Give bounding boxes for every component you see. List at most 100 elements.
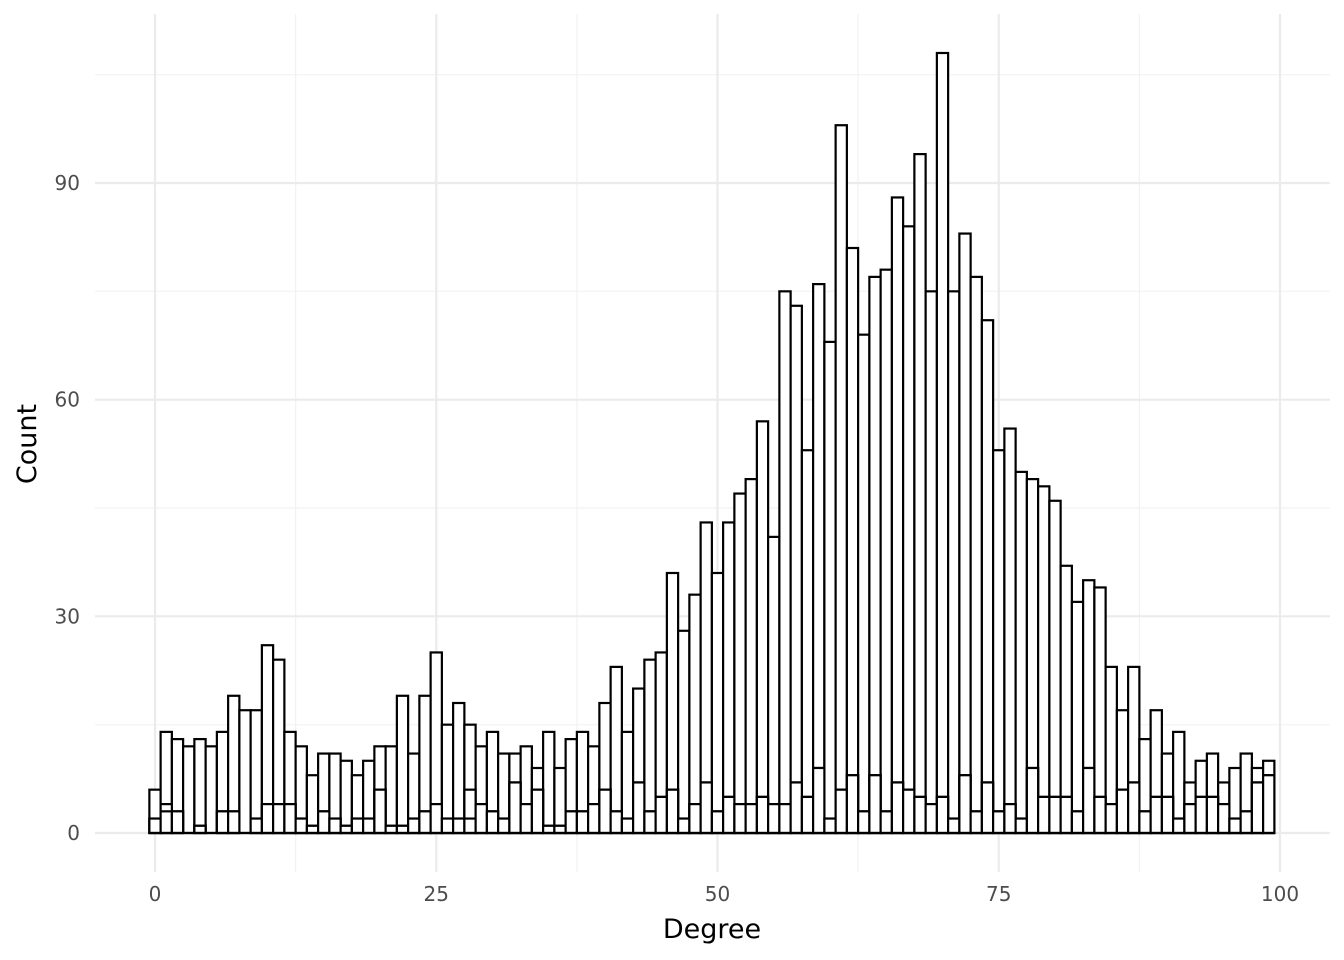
histogram-bar-inner bbox=[812, 766, 826, 835]
histogram-bar-inner bbox=[699, 781, 713, 835]
histogram-bar bbox=[238, 709, 252, 835]
histogram-bar bbox=[834, 124, 848, 835]
histogram-bar-inner bbox=[789, 781, 803, 835]
histogram-bar bbox=[902, 225, 916, 835]
histogram-bar bbox=[947, 290, 961, 835]
y-tick-label: 60 bbox=[55, 388, 80, 412]
histogram-bar-inner bbox=[924, 803, 938, 835]
histogram-bar-inner bbox=[1172, 817, 1186, 835]
histogram-bar bbox=[1014, 470, 1028, 835]
histogram-bar-inner bbox=[170, 810, 185, 835]
histogram-bar bbox=[1059, 564, 1073, 835]
histogram-bar-inner bbox=[800, 795, 815, 835]
histogram-bar-inner bbox=[463, 817, 477, 835]
histogram-bar-inner bbox=[260, 803, 275, 835]
histogram-bar bbox=[193, 738, 207, 835]
histogram-bar bbox=[744, 478, 758, 835]
histogram-bar-inner bbox=[710, 810, 725, 835]
histogram-bar-inner bbox=[1138, 810, 1152, 835]
histogram-bar-inner bbox=[733, 803, 747, 835]
y-tick-label: 90 bbox=[55, 171, 80, 195]
y-tick-label: 30 bbox=[55, 604, 80, 628]
histogram-bar-inner bbox=[317, 810, 331, 835]
histogram-bar-inner bbox=[598, 788, 612, 835]
histogram-bar-inner bbox=[497, 817, 511, 835]
x-axis-title: Degree bbox=[663, 914, 761, 945]
histogram-bar bbox=[789, 304, 803, 835]
histogram-bar bbox=[1048, 499, 1062, 835]
histogram-bar-inner bbox=[508, 781, 522, 835]
histogram-bar bbox=[1070, 600, 1085, 835]
histogram-bar-inner bbox=[823, 817, 837, 835]
histogram-bar bbox=[542, 730, 556, 835]
histogram-bar-inner bbox=[328, 817, 342, 835]
histogram-bar-inner bbox=[519, 803, 533, 835]
histogram-bar bbox=[553, 766, 567, 835]
histogram-bar-inner bbox=[159, 810, 173, 835]
histogram-bar bbox=[1003, 427, 1017, 835]
histogram-bar-inner bbox=[283, 803, 297, 835]
histogram-bar-inner bbox=[249, 817, 263, 835]
histogram-bar bbox=[800, 449, 815, 835]
histogram-bar bbox=[778, 290, 792, 835]
histogram-bar-inner bbox=[902, 788, 916, 835]
histogram-bar bbox=[440, 723, 455, 835]
histogram-bars bbox=[148, 51, 1276, 835]
histogram-bar bbox=[879, 268, 893, 835]
histogram-bar bbox=[452, 701, 466, 835]
histogram-bar-inner bbox=[1194, 795, 1208, 835]
histogram-bar-inner bbox=[609, 810, 623, 835]
histogram-bar-inner bbox=[778, 803, 792, 835]
histogram-bar-inner bbox=[1025, 766, 1040, 835]
histogram-bar-inner bbox=[620, 817, 635, 835]
histogram-bar-inner bbox=[688, 803, 702, 835]
histogram-bar bbox=[868, 275, 882, 835]
y-axis-title: Count bbox=[12, 404, 43, 484]
histogram-bar-inner bbox=[1014, 817, 1028, 835]
histogram-bar bbox=[384, 745, 398, 835]
histogram-bar-inner bbox=[1048, 795, 1062, 835]
histogram-bar-inner bbox=[1205, 795, 1220, 835]
histogram-bar bbox=[992, 449, 1006, 835]
x-tick-label: 75 bbox=[986, 882, 1011, 906]
histogram-bar-inner bbox=[575, 810, 590, 835]
histogram-bar-inner bbox=[564, 810, 578, 835]
histogram-bar-inner bbox=[1262, 774, 1276, 835]
histogram-bar-inner bbox=[654, 795, 668, 835]
histogram-bar-inner bbox=[845, 774, 860, 835]
histogram-bar-inner bbox=[1149, 795, 1163, 835]
histogram-bar bbox=[204, 745, 218, 835]
x-tick-label: 50 bbox=[705, 882, 730, 906]
histogram-bar-inner bbox=[418, 810, 432, 835]
histogram-bar bbox=[812, 283, 826, 835]
histogram-bar bbox=[857, 333, 871, 835]
histogram-bar-inner bbox=[868, 774, 882, 835]
histogram-bar-inner bbox=[947, 817, 961, 835]
histogram-bar-inner bbox=[913, 795, 927, 835]
histogram-bar-inner bbox=[958, 774, 972, 835]
histogram-bar-inner bbox=[587, 803, 601, 835]
histogram-bar-inner bbox=[440, 817, 455, 835]
histogram-bar-inner bbox=[677, 817, 691, 835]
histogram-bar bbox=[339, 759, 353, 835]
histogram-bar-inner bbox=[722, 795, 736, 835]
histogram-bar-inner bbox=[373, 788, 387, 835]
histogram-bar-inner bbox=[1127, 781, 1141, 835]
histogram-bar bbox=[677, 629, 691, 835]
x-tick-label: 100 bbox=[1261, 882, 1299, 906]
histogram-bar bbox=[733, 492, 747, 835]
histogram-bar-inner bbox=[879, 810, 893, 835]
histogram-bar-inner bbox=[530, 788, 545, 835]
histogram-bar-inner bbox=[272, 803, 286, 835]
histogram-bar-inner bbox=[350, 817, 365, 835]
histogram-bar bbox=[722, 521, 736, 835]
histogram-bar-inner bbox=[1003, 803, 1017, 835]
histogram-bar-inner bbox=[1070, 810, 1085, 835]
histogram-bar bbox=[980, 319, 995, 835]
histogram-bar bbox=[823, 340, 837, 835]
histogram-bar-inner bbox=[1239, 810, 1253, 835]
histogram-bar bbox=[958, 232, 972, 835]
histogram-bar-inner bbox=[429, 803, 443, 835]
histogram-bar-inner bbox=[935, 795, 950, 835]
